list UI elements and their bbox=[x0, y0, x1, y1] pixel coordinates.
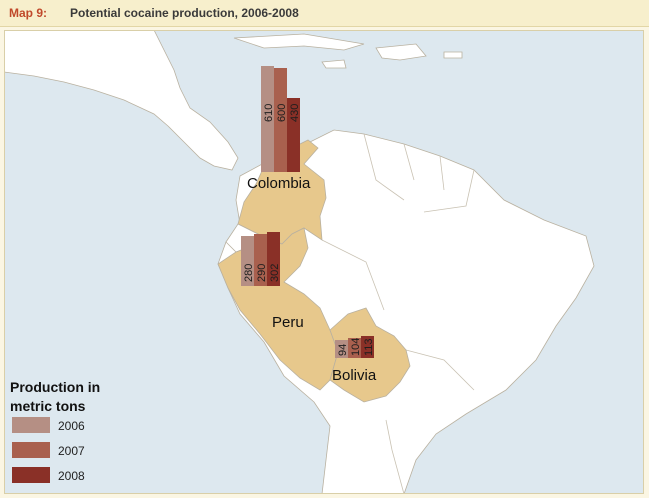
legend-swatch-2008 bbox=[12, 467, 50, 483]
bar-label-peru-2007: 290 bbox=[256, 264, 268, 282]
map-border bbox=[4, 30, 644, 494]
bar-peru-2006 bbox=[241, 236, 254, 286]
map-number: Map 9: bbox=[9, 6, 48, 20]
legend-label-2008: 2008 bbox=[58, 469, 85, 483]
bar-label-colombia-2008: 430 bbox=[289, 104, 301, 122]
bar-peru-2008 bbox=[267, 232, 280, 286]
legend-swatch-2007 bbox=[12, 442, 50, 458]
legend-title-line1: Production in bbox=[10, 379, 100, 395]
bolivia-bars: 94 104 113 bbox=[335, 336, 375, 358]
title-bar: Map 9: Potential cocaine production, 200… bbox=[0, 0, 649, 27]
legend-swatch-2006 bbox=[12, 417, 50, 433]
central-america-land bbox=[4, 30, 239, 171]
bar-bolivia-2006 bbox=[335, 340, 348, 358]
bar-label-bolivia-2007: 104 bbox=[350, 338, 362, 356]
legend: Production in metric tons 2006 2007 2008 bbox=[10, 379, 100, 483]
bar-colombia-2007 bbox=[274, 68, 287, 172]
puerto-rico-land bbox=[443, 51, 463, 59]
bar-bolivia-2007 bbox=[348, 338, 361, 358]
legend-title-line2: metric tons bbox=[10, 398, 86, 414]
legend-label-2007: 2007 bbox=[58, 444, 85, 458]
country-label-peru: Peru bbox=[272, 314, 304, 331]
bar-label-colombia-2007: 600 bbox=[276, 104, 288, 122]
bar-label-peru-2006: 280 bbox=[243, 264, 255, 282]
bar-label-peru-2008: 302 bbox=[269, 264, 281, 282]
bar-label-colombia-2006: 610 bbox=[263, 104, 275, 122]
map-title: Potential cocaine production, 2006-2008 bbox=[70, 6, 299, 20]
country-label-colombia: Colombia bbox=[247, 175, 311, 192]
bar-label-bolivia-2008: 113 bbox=[363, 338, 375, 356]
colombia-bars: 610 600 430 bbox=[261, 66, 301, 172]
hispaniola-land bbox=[375, 43, 427, 61]
internal-borders bbox=[321, 133, 475, 494]
peru-bars: 280 290 302 bbox=[241, 232, 281, 286]
jamaica-land bbox=[321, 59, 347, 69]
country-label-bolivia: Bolivia bbox=[332, 367, 377, 384]
colombia-shape bbox=[237, 139, 327, 245]
bar-bolivia-2008 bbox=[361, 336, 374, 358]
cuba-land bbox=[233, 33, 365, 51]
legend-label-2006: 2006 bbox=[58, 419, 85, 433]
bar-label-bolivia-2006: 94 bbox=[337, 344, 349, 356]
map-canvas: 610 600 430 Colombia 280 290 302 Peru 94… bbox=[4, 30, 644, 494]
bar-colombia-2006 bbox=[261, 66, 274, 172]
bar-colombia-2008 bbox=[287, 98, 300, 172]
bar-peru-2007 bbox=[254, 234, 267, 286]
